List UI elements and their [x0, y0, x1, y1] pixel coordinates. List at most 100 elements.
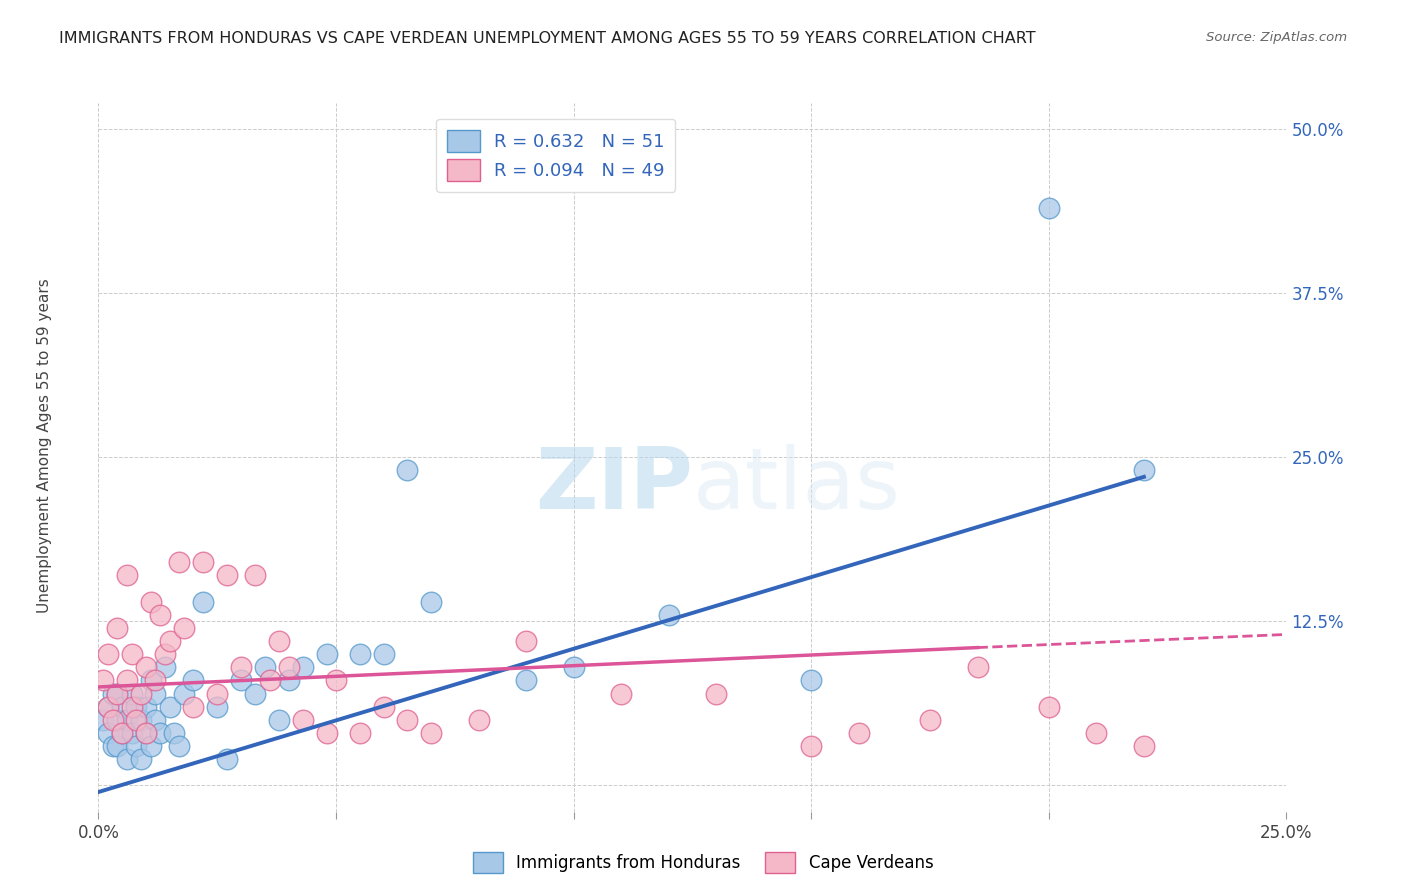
Text: Unemployment Among Ages 55 to 59 years: Unemployment Among Ages 55 to 59 years — [38, 278, 52, 614]
Point — [291, 660, 314, 674]
Point — [139, 739, 162, 753]
Point — [125, 699, 148, 714]
Point — [253, 660, 276, 674]
Point — [396, 713, 419, 727]
Point — [139, 673, 162, 688]
Point — [111, 726, 134, 740]
Point — [515, 673, 537, 688]
Point — [121, 726, 143, 740]
Point — [420, 726, 443, 740]
Point — [97, 699, 120, 714]
Point — [1038, 201, 1060, 215]
Point — [135, 699, 157, 714]
Point — [207, 687, 229, 701]
Point — [920, 713, 942, 727]
Text: Source: ZipAtlas.com: Source: ZipAtlas.com — [1206, 31, 1347, 45]
Point — [173, 687, 195, 701]
Point — [277, 673, 299, 688]
Point — [111, 699, 134, 714]
Point — [1133, 463, 1156, 477]
Text: atlas: atlas — [692, 444, 900, 527]
Point — [315, 647, 337, 661]
Point — [215, 752, 238, 766]
Point — [191, 555, 214, 569]
Point — [515, 634, 537, 648]
Point — [277, 660, 299, 674]
Point — [420, 594, 443, 608]
Point — [1038, 699, 1060, 714]
Point — [153, 647, 176, 661]
Point — [139, 594, 162, 608]
Point — [135, 726, 157, 740]
Point — [121, 699, 143, 714]
Point — [107, 713, 129, 727]
Point — [129, 687, 152, 701]
Point — [245, 568, 267, 582]
Point — [125, 739, 148, 753]
Point — [800, 673, 823, 688]
Point — [610, 687, 633, 701]
Point — [97, 726, 120, 740]
Point — [153, 660, 176, 674]
Point — [101, 687, 124, 701]
Point — [129, 752, 152, 766]
Point — [349, 726, 371, 740]
Point — [167, 739, 190, 753]
Point — [1085, 726, 1108, 740]
Legend: R = 0.632   N = 51, R = 0.094   N = 49: R = 0.632 N = 51, R = 0.094 N = 49 — [436, 119, 675, 192]
Point — [107, 687, 129, 701]
Point — [121, 647, 143, 661]
Point — [229, 673, 252, 688]
Point — [267, 634, 290, 648]
Point — [145, 673, 167, 688]
Point — [315, 726, 337, 740]
Point — [111, 726, 134, 740]
Point — [115, 568, 138, 582]
Point — [183, 699, 205, 714]
Point — [373, 699, 395, 714]
Point — [91, 713, 114, 727]
Point — [173, 621, 195, 635]
Point — [467, 713, 489, 727]
Point — [159, 699, 181, 714]
Point — [91, 673, 114, 688]
Text: IMMIGRANTS FROM HONDURAS VS CAPE VERDEAN UNEMPLOYMENT AMONG AGES 55 TO 59 YEARS : IMMIGRANTS FROM HONDURAS VS CAPE VERDEAN… — [59, 31, 1036, 46]
Point — [349, 647, 371, 661]
Point — [149, 607, 172, 622]
Point — [115, 713, 138, 727]
Point — [191, 594, 214, 608]
Point — [115, 752, 138, 766]
Point — [704, 687, 727, 701]
Point — [107, 621, 129, 635]
Point — [800, 739, 823, 753]
Point — [115, 673, 138, 688]
Point — [135, 660, 157, 674]
Point — [245, 687, 267, 701]
Point — [562, 660, 585, 674]
Point — [129, 713, 152, 727]
Point — [107, 687, 129, 701]
Point — [259, 673, 281, 688]
Point — [145, 687, 167, 701]
Point — [183, 673, 205, 688]
Point — [145, 713, 167, 727]
Point — [97, 699, 120, 714]
Point — [125, 713, 148, 727]
Text: ZIP: ZIP — [534, 444, 692, 527]
Point — [229, 660, 252, 674]
Point — [107, 739, 129, 753]
Point — [325, 673, 347, 688]
Point — [848, 726, 870, 740]
Point — [159, 634, 181, 648]
Point — [267, 713, 290, 727]
Point — [291, 713, 314, 727]
Point — [1133, 739, 1156, 753]
Point — [167, 555, 190, 569]
Point — [373, 647, 395, 661]
Point — [658, 607, 681, 622]
Legend: Immigrants from Honduras, Cape Verdeans: Immigrants from Honduras, Cape Verdeans — [465, 846, 941, 880]
Point — [97, 647, 120, 661]
Point — [966, 660, 988, 674]
Point — [121, 687, 143, 701]
Point — [101, 739, 124, 753]
